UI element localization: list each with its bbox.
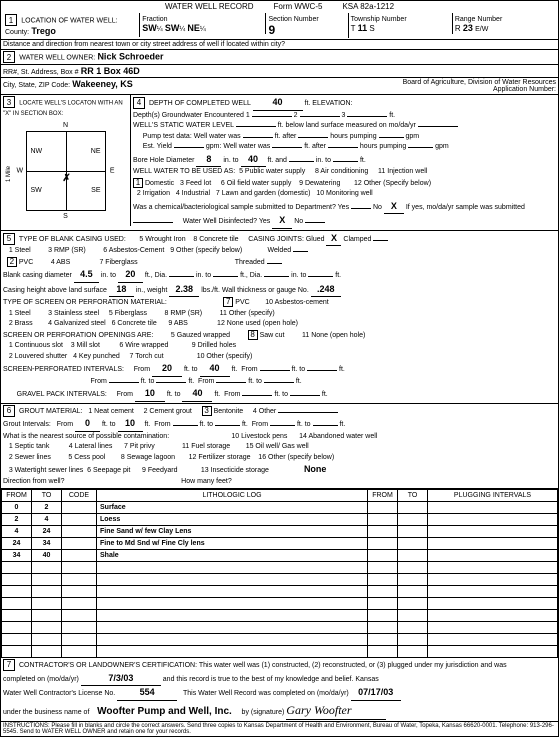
- num-4: 4: [133, 97, 145, 109]
- county-label: County:: [5, 29, 29, 36]
- sec-label: Section Number: [268, 16, 318, 23]
- addr-val: RR 1 Box 46D: [81, 66, 140, 76]
- sec-val: 9: [268, 23, 275, 37]
- num-5: 5: [3, 233, 15, 245]
- loc-title: LOCATION OF WATER WELL:: [21, 18, 117, 25]
- board: Board of Agriculture, Division of Water …: [403, 79, 556, 86]
- frac1: SW: [142, 23, 157, 33]
- num-1: 1: [5, 14, 17, 26]
- num-3: 3: [3, 96, 15, 108]
- county-val: Trego: [31, 26, 56, 36]
- owner-title: WATER WELL OWNER:: [19, 55, 95, 62]
- section-6: 6 GROUT MATERIAL: 1 Neat cement 2 Cement…: [1, 404, 558, 490]
- table-row: [2, 634, 558, 646]
- title: WATER WELL RECORD: [165, 2, 254, 11]
- signature: Gary Woofter: [286, 701, 386, 720]
- bore2: 40: [241, 153, 266, 168]
- frac-label: Fraction: [142, 16, 167, 23]
- table-row: 24 34 Fine to Md Snd w/ Fine Cly lens: [2, 538, 558, 550]
- addr-label: RR#, St. Address, Box #: [3, 69, 78, 76]
- table-row: 2 4 Loess: [2, 514, 558, 526]
- city-label: City, State, ZIP Code:: [3, 82, 70, 89]
- well-x-mark: ✗: [62, 173, 70, 184]
- num-7: 7: [3, 659, 15, 671]
- table-row: [2, 598, 558, 610]
- section-1: 1 LOCATION OF WATER WELL: County: Trego …: [1, 12, 558, 40]
- instructions: INSTRUCTIONS: Please fill in blanks and …: [1, 722, 558, 736]
- table-row: 0 2 Surface: [2, 502, 558, 514]
- section-7: 7 CONTRACTOR'S OR LANDOWNER'S CERTIFICAT…: [1, 658, 558, 722]
- form-container: WATER WELL RECORD Form WWC-5 KSA 82a-121…: [0, 0, 559, 737]
- section-box: NW NE SW SE N S W E ✗: [26, 131, 106, 211]
- table-row: [2, 646, 558, 658]
- app-label: Application Number:: [493, 86, 556, 93]
- table-row: [2, 562, 558, 574]
- num-6: 6: [3, 405, 15, 417]
- rng-label: Range Number: [455, 16, 502, 23]
- depth-title: DEPTH OF COMPLETED WELL: [149, 100, 251, 107]
- log-table: FROM TO CODE LITHOLOGIC LOG FROM TO PLUG…: [1, 489, 558, 658]
- table-row: [2, 622, 558, 634]
- twp-val: 11: [358, 23, 368, 33]
- table-row: [2, 610, 558, 622]
- form-id: Form WWC-5: [274, 2, 323, 11]
- table-row: [2, 586, 558, 598]
- rng-val: 23: [463, 23, 473, 33]
- depth-val: 40: [253, 96, 303, 111]
- form-header: WATER WELL RECORD Form WWC-5 KSA 82a-121…: [1, 1, 558, 12]
- distance-row: Distance and direction from nearest town…: [1, 40, 558, 50]
- twp-label: Township Number: [351, 16, 407, 23]
- table-row: 34 40 Shale: [2, 550, 558, 562]
- bore1: 8: [196, 153, 221, 168]
- use-1-box: 1: [133, 178, 143, 188]
- ksa: KSA 82a-1212: [342, 2, 394, 11]
- frac3: NE: [187, 23, 200, 33]
- locate-title: LOCATE WELL'S LOCATON WITH AN "X" IN SEC…: [3, 101, 123, 118]
- section-2: 2 WATER WELL OWNER: Nick Schroeder RR#, …: [1, 50, 558, 95]
- section-3-4: 3 LOCATE WELL'S LOCATON WITH AN "X" IN S…: [1, 95, 558, 231]
- num-2: 2: [3, 51, 15, 63]
- frac2: SW: [165, 23, 180, 33]
- table-row: 4 24 Fine Sand w/ few Clay Lens: [2, 526, 558, 538]
- section-5: 5 TYPE OF BLANK CASING USED: 5 Wrought I…: [1, 231, 558, 404]
- table-row: [2, 574, 558, 586]
- city-val: Wakeeney, KS: [72, 79, 133, 89]
- owner-name: Nick Schroeder: [97, 52, 163, 62]
